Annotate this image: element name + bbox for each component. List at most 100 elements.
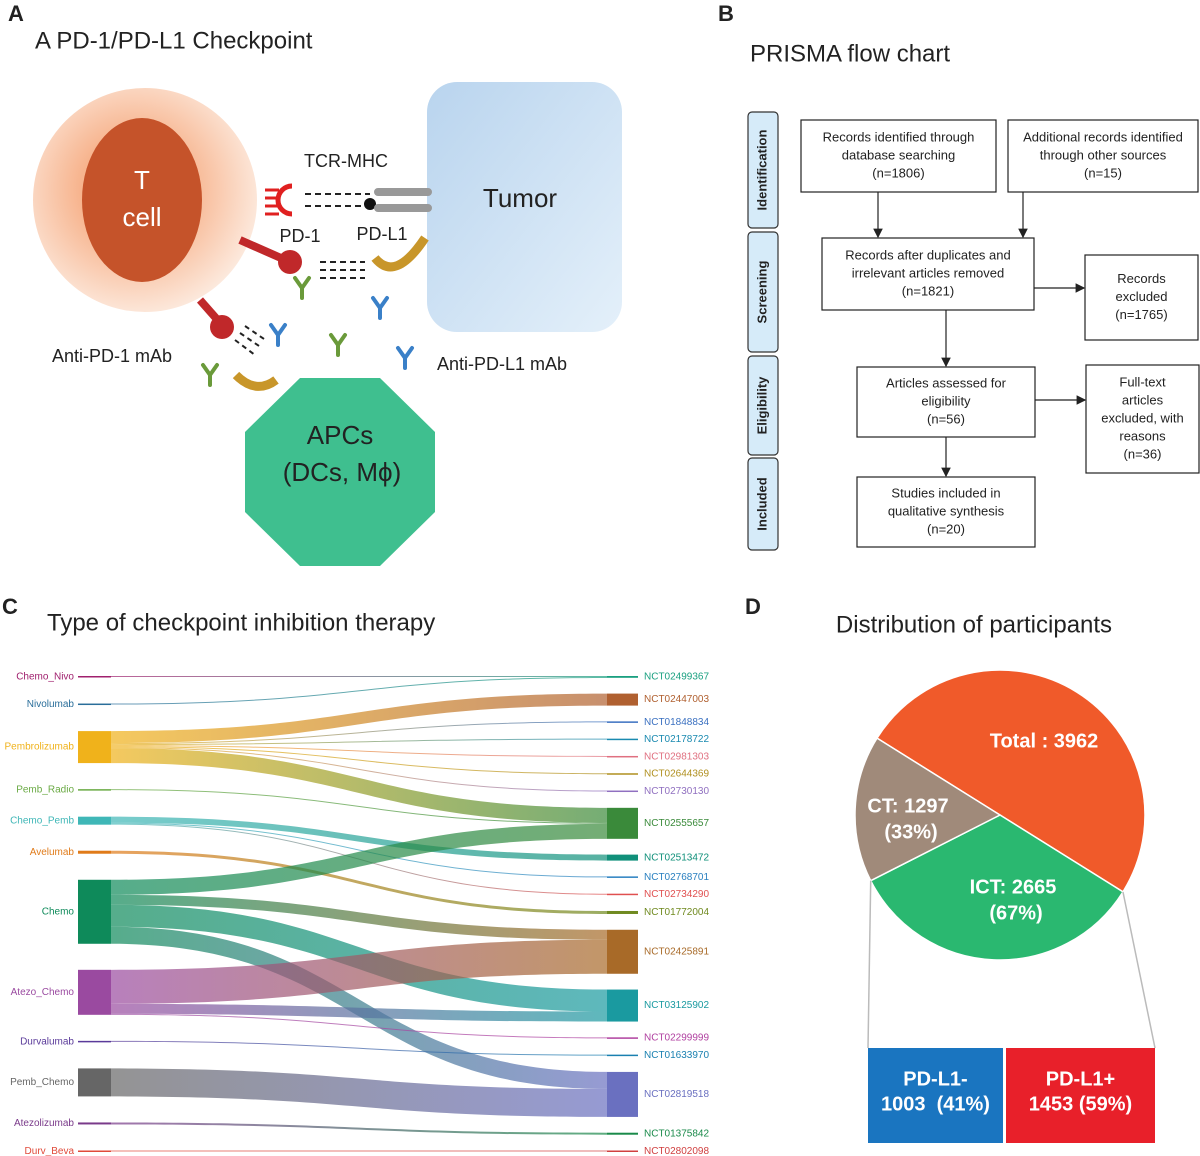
breakdown-box [1006,1048,1155,1143]
sankey-link [111,1003,607,1022]
stage-bar [747,457,779,551]
pie-slice [869,814,1125,961]
flow-box-text: (n=1821) [902,283,954,298]
flow-box-text: database searching [842,147,955,162]
sankey-node [607,893,638,896]
sankey-node [607,1150,638,1152]
antibody [201,363,219,387]
breakdown-value: 1003 (41%) [881,1093,990,1115]
sankey-link [111,676,607,677]
node-label: Chemo_Pemb [10,815,74,826]
node-label: NCT02981303 [644,751,709,762]
antibody [329,333,347,357]
sankey-link [111,1013,607,1039]
stage-label: Included [754,477,769,531]
node-label: Atezo_Chemo [11,987,75,998]
sankey-link [111,677,607,705]
pie-slice [875,669,1146,893]
node-label: Durvalumab [20,1036,74,1047]
apcs-label: APCs [307,420,373,450]
sankey-link [111,939,607,1004]
flow-box-text: Additional records identified [1023,129,1183,144]
tumor-label: Tumor [483,183,557,213]
sankey-node [607,676,638,678]
node-label: NCT01848834 [644,717,709,728]
sankey-node [607,1132,638,1135]
sankey-node [78,731,111,764]
pie-slice [854,737,1002,882]
binding [320,261,365,279]
sankey-node [607,929,638,974]
sankey-link [111,1068,607,1117]
panel-title: Type of checkpoint inhibition therapy [47,609,435,636]
sankey-node [607,876,638,878]
node-label: Pembrolizumab [5,742,75,753]
sankey-node [78,969,111,1015]
node-label: NCT02730130 [644,786,709,797]
links [111,676,607,1152]
sankey-link [111,822,607,878]
stage-label: Eligibility [754,376,769,435]
sankey-node [78,789,111,791]
breakdown-name: PD-L1+ [1046,1068,1115,1090]
data-label: (67%) [989,902,1042,924]
binding [234,325,268,356]
node-label: Durv_Beva [25,1146,75,1156]
sankey-node [78,1150,111,1152]
apcs [245,378,435,566]
node-label: NCT02513472 [644,852,709,863]
flow-box-text: excluded [1115,289,1167,304]
t-cell-nucleus [82,118,202,282]
sankey-node [607,989,638,1022]
node-label: NCT02734290 [644,889,709,900]
antibody [269,323,287,347]
node-label: NCT02768701 [644,872,709,883]
sankey-node [78,703,111,706]
antibody [396,346,414,370]
sankey-link [111,693,607,744]
t-cell-label: T [134,165,150,195]
antibody [293,276,311,300]
node-label: NCT02555657 [644,818,709,829]
sankey-node [607,755,638,758]
sankey-node [607,790,638,793]
panel-title: PRISMA flow chart [750,40,950,67]
sankey-node [78,1068,111,1097]
stage-label: Identification [754,129,769,210]
sankey-node [607,807,638,839]
node-label: NCT02425891 [644,946,709,957]
sankey-node [607,693,638,706]
sankey-link [111,850,607,914]
flow-box [856,476,1036,548]
flow-box-text: (n=1806) [872,165,924,180]
panel-label: C [2,594,18,619]
sankey-node [607,721,638,723]
data-label: ICT: 2665 [970,876,1057,898]
breakdown-name: PD-L1- [903,1068,967,1090]
sankey-link [111,747,607,792]
flow-box-text: Studies included in [891,485,1000,500]
sankey-link [111,721,607,745]
tcr-mhc [265,183,432,217]
sankey-link [111,1122,607,1135]
node-label: Chemo_Nivo [16,671,74,682]
stage-bar [747,355,779,456]
sankey-link [111,1040,607,1056]
flow-box-text: through other sources [1040,147,1167,162]
annotation: PD-1 [279,226,320,246]
stage-bar [747,111,779,229]
panel-d: D Distribution of participants Total : 396… [745,594,1156,1143]
flow-box-text: Records [1117,271,1166,286]
panel-a: A A PD-1/PD-L1 Checkpoint T cell Tumor A… [8,1,622,566]
node-label: NCT01375842 [644,1128,709,1139]
sankey-link [111,738,607,746]
flow-box-text: (n=36) [1124,446,1162,461]
node-label: NCT02447003 [644,694,709,705]
flow-box-text: (n=1765) [1115,307,1167,322]
flow-box [1007,119,1199,193]
t-cell-label: cell [122,202,161,232]
sankey-node [607,1071,638,1117]
node-label: Avelumab [30,847,75,858]
breakdown-value: 1453 (59%) [1029,1093,1132,1115]
